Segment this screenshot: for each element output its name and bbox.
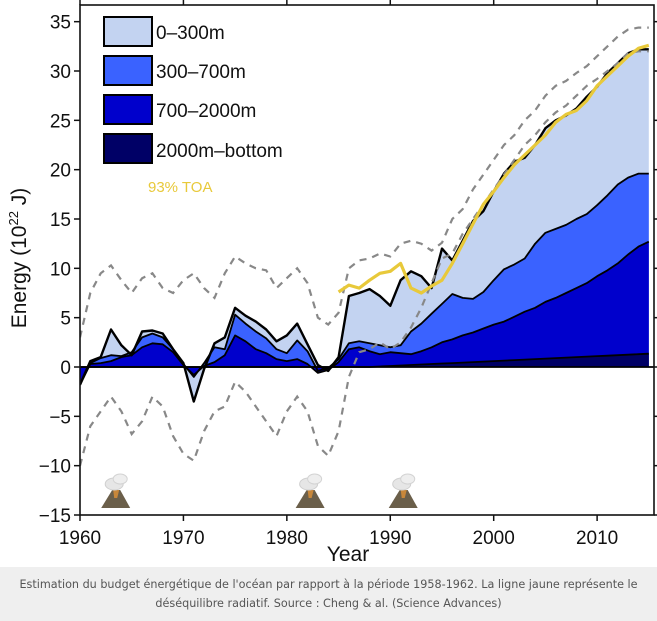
total-line	[80, 48, 649, 403]
legend-label-300-700m: 300–700m	[156, 62, 246, 83]
boundary-line-700-2000m	[80, 240, 650, 386]
legend-label-toa: 93% TOA	[148, 179, 212, 196]
x-tick-label: 1990	[369, 528, 411, 549]
y-tick-label: −5	[49, 407, 71, 428]
figure-caption: Estimation du budget énergétique de l'oc…	[0, 567, 657, 621]
y-axis-title-main: Energy (10	[8, 226, 31, 329]
caption-line-1: Estimation du budget énergétique de l'oc…	[19, 578, 638, 591]
volcano-icon	[101, 473, 131, 508]
legend-swatch-300-700m	[103, 55, 153, 86]
plot-border	[79, 4, 655, 516]
x-tick-label: 1980	[266, 528, 308, 549]
y-tick-label: 30	[50, 62, 71, 83]
x-tick-label: 2010	[576, 528, 618, 549]
area-700-2000m	[80, 241, 649, 385]
y-tick-label: −15	[39, 506, 71, 527]
x-tick-label: 1970	[162, 528, 204, 549]
y-tick-label: 15	[50, 210, 71, 231]
x-axis-title: Year	[327, 543, 369, 566]
legend-swatch-700-2000m	[103, 94, 153, 125]
uncertainty-upper-line	[80, 26, 649, 338]
x-tick-label: 2000	[473, 528, 515, 549]
caption-line-2: déséquilibre radiatif. Source : Cheng & …	[155, 597, 502, 610]
axis-ticks: −15 −10 −5 0 5 10 15 20 25 30 35 1960 1970 1980 1990 20…	[39, 0, 657, 549]
y-axis-title-sup: 22	[6, 211, 21, 225]
legend-swatch-0-300m	[103, 16, 153, 47]
y-tick-label: −10	[39, 457, 71, 478]
y-axis-title-tail: J)	[8, 188, 31, 211]
area-2000m-bottom	[80, 353, 649, 367]
y-tick-label: 25	[50, 111, 71, 132]
y-tick-label: 35	[50, 13, 71, 34]
legend-label-700-2000m: 700–2000m	[156, 101, 256, 122]
x-tick-label: 1960	[59, 528, 101, 549]
y-tick-label: 20	[50, 161, 71, 182]
legend-swatch-2000m-bottom	[103, 133, 153, 164]
legend-label-2000m-bottom: 2000m–bottom	[156, 141, 283, 162]
y-tick-label: 5	[60, 309, 71, 330]
stacked-areas	[80, 49, 649, 402]
ocean-energy-chart: −15 −10 −5 0 5 10 15 20 25 30 35 1960 1970 1980 1990 20…	[6, 0, 657, 566]
series-lines	[80, 26, 654, 466]
volcano-icon	[388, 473, 418, 508]
y-tick-label: 0	[60, 358, 71, 379]
y-axis-title: Energy (1022 J)	[6, 188, 31, 329]
legend: 0–300m 300–700m 700–2000m 2000m–bottom 9…	[103, 16, 283, 196]
volcano-icon	[295, 473, 325, 508]
y-tick-label: 10	[50, 259, 71, 280]
toa-line	[337, 43, 650, 295]
volcano-markers	[101, 473, 418, 508]
plot-frame	[79, 4, 655, 516]
legend-label-0-300m: 0–300m	[156, 23, 225, 44]
uncertainty-lower-line	[80, 50, 649, 466]
